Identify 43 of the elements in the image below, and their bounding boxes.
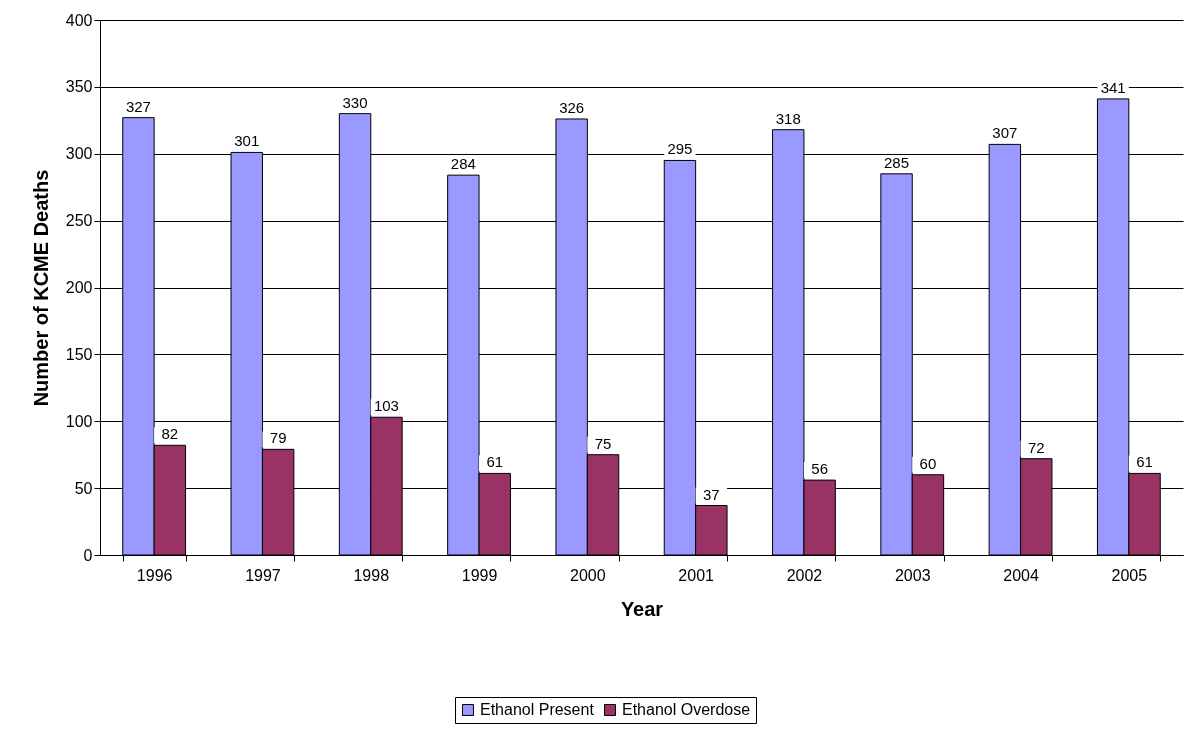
data-label: 61 — [1136, 453, 1153, 471]
data-label: 37 — [703, 485, 720, 503]
data-label: 56 — [811, 460, 828, 478]
data-label: 284 — [450, 155, 476, 173]
data-label: 318 — [775, 109, 801, 127]
x-tick-label: 2004 — [1003, 566, 1039, 584]
y-tick-label: 50 — [74, 479, 93, 497]
data-label: 82 — [161, 425, 179, 443]
x-tick-label: 2002 — [786, 566, 823, 584]
x-tick-label: 2003 — [894, 566, 931, 584]
x-tick-label: 2000 — [570, 566, 606, 584]
legend-label: Ethanol Present — [480, 701, 595, 718]
data-label: 307 — [992, 124, 1018, 142]
data-label: 285 — [884, 153, 910, 171]
x-tick-label: 1996 — [136, 566, 173, 584]
data-label: 103 — [373, 397, 399, 415]
x-axis-title: Year — [620, 597, 664, 620]
data-label: 295 — [667, 140, 693, 158]
x-tick-label: 1999 — [461, 566, 498, 584]
data-label: 60 — [919, 454, 937, 472]
x-tick-label: 2005 — [1111, 566, 1148, 584]
data-label: 341 — [1100, 78, 1126, 96]
data-label: 72 — [1027, 438, 1045, 456]
y-tick-label: 350 — [65, 78, 93, 96]
y-tick-label: 400 — [65, 11, 93, 29]
data-label: 79 — [269, 429, 287, 447]
data-label: 327 — [125, 97, 151, 115]
data-label: 326 — [559, 98, 585, 116]
y-tick-label: 0 — [83, 546, 93, 564]
data-label: 301 — [234, 132, 260, 150]
y-tick-label: 300 — [65, 145, 93, 163]
x-tick-label: 1997 — [245, 566, 281, 584]
data-label: 75 — [594, 434, 612, 452]
data-label: 61 — [486, 453, 504, 471]
y-tick-label: 250 — [65, 212, 93, 230]
y-axis-title: Number of KCME Deaths — [29, 169, 52, 407]
y-tick-label: 200 — [65, 279, 93, 296]
data-label: 330 — [342, 93, 368, 111]
x-tick-label: 1998 — [353, 566, 390, 584]
y-tick-label: 150 — [65, 345, 93, 363]
legend-label: Ethanol Overdose — [622, 701, 751, 718]
x-tick-label: 2001 — [678, 566, 715, 584]
y-tick-label: 100 — [65, 412, 93, 430]
